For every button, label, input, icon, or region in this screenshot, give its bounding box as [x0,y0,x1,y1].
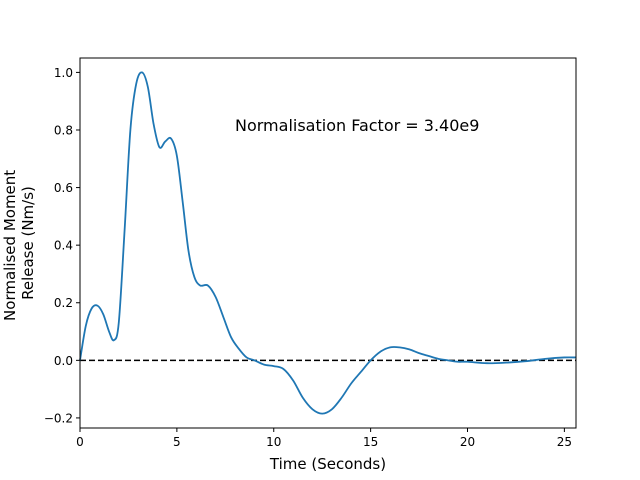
x-tick-label: 5 [173,435,181,449]
x-axis: 0 5 10 15 20 25 [76,428,572,449]
y-axis-label-line-1: Normalised Moment [1,170,19,321]
series-line-1 [79,71,577,415]
y-tick-label: 0.6 [54,181,73,195]
x-axis-label: Time (Seconds) [269,455,386,473]
y-axis-label: Normalised Moment Release (Nm/s) [1,165,37,321]
x-tick-label: 10 [266,435,281,449]
plot-frame [79,57,577,429]
y-axis: −0.2 0.0 0.2 0.4 0.6 0.8 1.0 [44,66,80,425]
y-tick-label: −0.2 [44,411,73,425]
y-tick-label: 0.8 [54,123,73,137]
y-tick-label: 0.0 [54,354,73,368]
x-tick-label: 25 [557,435,572,449]
x-tick-label: 0 [76,435,84,449]
data-layer [79,71,577,415]
y-tick-label: 1.0 [54,66,73,80]
x-tick-label: 15 [363,435,378,449]
y-axis-label-line-2: Release (Nm/s) [19,186,37,300]
x-tick-label: 20 [460,435,475,449]
y-tick-label: 0.4 [54,239,73,253]
y-tick-label: 0.2 [54,296,73,310]
annotation-text: Normalisation Factor = 3.40e9 [235,116,479,135]
